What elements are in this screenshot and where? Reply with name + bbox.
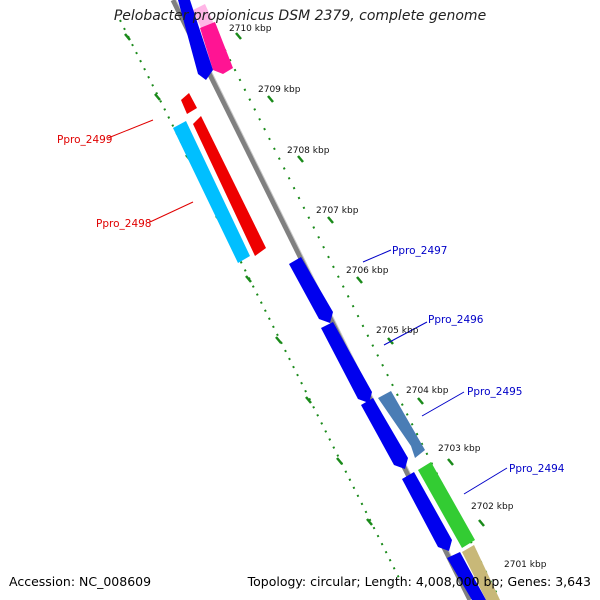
forward-genes (178, 0, 500, 600)
gene-ppro-2495-blue[interactable] (361, 398, 408, 469)
tick-label: 2702 kbp (471, 502, 514, 512)
gene-ppro-2499-small[interactable] (181, 93, 197, 114)
gene-label[interactable]: Ppro_2499 (57, 134, 112, 146)
gene-ppro-2498[interactable] (173, 121, 250, 263)
tick-label: 2705 kbp (376, 326, 419, 336)
gene-ppro-2494-blue[interactable] (402, 472, 452, 551)
reverse-genes (173, 93, 266, 263)
gene-label[interactable]: Ppro_2494 (509, 463, 565, 475)
tick-label: 2707 kbp (316, 206, 359, 216)
inner-dotted-guide (119, 19, 401, 581)
tick-label: 2706 kbp (346, 266, 389, 276)
tick-label: 2709 kbp (258, 85, 301, 95)
gene-ppro-2499[interactable] (193, 116, 266, 256)
gene-label[interactable]: Ppro_2497 (392, 245, 447, 257)
gene-ppro-2497[interactable] (289, 257, 333, 323)
tick-marks (124, 32, 485, 527)
gene-labels: Ppro_2499 Ppro_2498 Ppro_2497 Ppro_2496 Ppro… (57, 134, 565, 475)
tick-labels: 2710 kbp 2709 kbp 2708 kbp 2707 kbp 2706 kbp… (229, 24, 547, 570)
tick-label: 2710 kbp (229, 24, 272, 34)
genome-title: Pelobacter propionicus DSM 2379, complet… (113, 8, 487, 24)
tick-label: 2703 kbp (438, 444, 481, 454)
gene-blue-top[interactable] (178, 0, 213, 80)
gene-label[interactable]: Ppro_2495 (467, 386, 522, 398)
tick-label: 2704 kbp (406, 386, 449, 396)
accession-label: Accession: NC_008609 (9, 574, 152, 589)
gene-label[interactable]: Ppro_2496 (428, 314, 484, 326)
gene-ppro-2495-steel[interactable] (378, 391, 425, 458)
gene-blue-bottom[interactable] (447, 552, 486, 600)
tick-label: 2708 kbp (287, 146, 330, 156)
leader-lines (107, 119, 508, 495)
gene-label[interactable]: Ppro_2498 (96, 218, 151, 230)
gene-ppro-2494-green[interactable] (418, 462, 475, 548)
genome-summary: Topology: circular; Length: 4,008,000 bp… (247, 574, 591, 589)
gene-pink[interactable] (200, 22, 233, 74)
gene-ppro-2496[interactable] (321, 322, 372, 403)
tick-label: 2701 kbp (504, 560, 547, 570)
gene-tan[interactable] (462, 545, 500, 600)
